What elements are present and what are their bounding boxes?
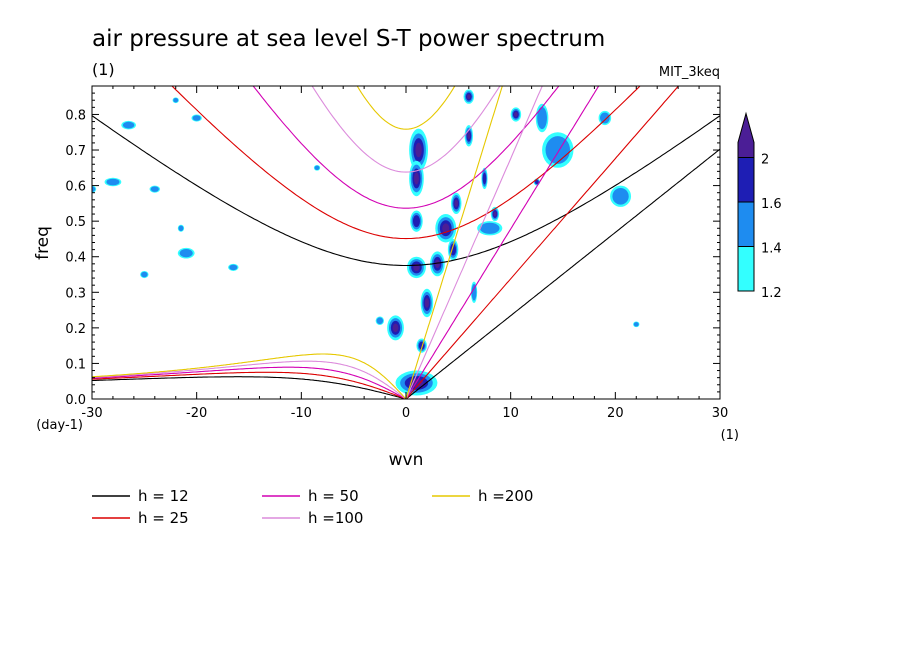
- legend-label: h = 12: [138, 487, 189, 505]
- contour-blob: [407, 256, 426, 279]
- power-spectrum-contours: [92, 89, 640, 396]
- colorbar-label: 1.2: [761, 286, 782, 301]
- contour-blob: [375, 316, 385, 326]
- contour-blob: [416, 338, 427, 353]
- contour-blob: [409, 160, 424, 197]
- legend-item-h200: h =200: [432, 487, 533, 505]
- chart-unit-label: (1): [92, 60, 115, 79]
- y-axis-label: freq: [33, 226, 53, 260]
- colorbar: 1.2 1.4 1.6 2: [737, 111, 782, 301]
- dispersion-curve-h100: [92, 86, 543, 399]
- legend-label: h =100: [308, 509, 363, 527]
- contour-blob: [598, 110, 612, 126]
- plot-frame: [91, 85, 721, 400]
- colorbar-segment: [737, 246, 755, 292]
- legend-item-h100: h =100: [262, 509, 363, 527]
- contour-blob: [177, 247, 195, 259]
- colorbar-label: 1.6: [761, 197, 782, 212]
- legend: h = 12 h = 25 h = 50 h =100 h =200: [92, 487, 533, 527]
- y-tick-label: 0.0: [65, 393, 86, 408]
- contour-blob: [409, 128, 428, 172]
- dispersion-curve-h12: [92, 115, 720, 399]
- contour-blob: [410, 210, 423, 232]
- chart-title: air pressure at sea level S-T power spec…: [92, 26, 605, 52]
- contour-blob: [610, 185, 632, 207]
- contour-blob: [481, 167, 488, 190]
- chart-model-label: MIT_3keq: [659, 65, 720, 80]
- contour-blob: [149, 185, 161, 193]
- contour-blob: [510, 107, 522, 122]
- x-tick-label: -20: [186, 406, 207, 421]
- contour-blob: [92, 185, 97, 193]
- contour-blob: [535, 103, 549, 133]
- x-tick-label: 20: [607, 406, 624, 421]
- contour-blob: [313, 164, 321, 171]
- contour-blob: [633, 321, 640, 328]
- contour-blob: [430, 251, 445, 277]
- dispersion-curve-h200: [92, 86, 503, 399]
- contour-blob: [451, 192, 462, 215]
- x-unit-label: (1): [721, 428, 739, 443]
- y-tick-label: 0.7: [65, 144, 86, 159]
- contour-blob: [172, 97, 179, 104]
- contour-blob: [463, 89, 475, 104]
- x-tick-label: 0: [402, 406, 410, 421]
- legend-label: h = 25: [138, 509, 189, 527]
- y-tick-label: 0.6: [65, 180, 86, 195]
- y-tick-label: 0.4: [65, 251, 86, 266]
- y-tick-label: 0.3: [65, 286, 86, 301]
- y-tick-label: 0.2: [65, 322, 86, 337]
- colorbar-label: 1.4: [761, 242, 782, 257]
- colorbar-label: 2: [761, 153, 769, 168]
- y-tick-label: 0.1: [65, 357, 86, 372]
- legend-item-h50: h = 50: [262, 487, 359, 505]
- contour-blob: [104, 177, 122, 187]
- contour-blob: [140, 270, 149, 279]
- axes: -30 -20 -10 0 10 20 30 0.0 0.1 0.2 0.3 0.4 0.5 0.6 0.7…: [65, 86, 728, 421]
- x-axis-label: wvn: [389, 450, 424, 470]
- colorbar-segment: [737, 111, 755, 158]
- legend-item-h12: h = 12: [92, 487, 189, 505]
- y-tick-label: 0.8: [65, 108, 86, 123]
- x-tick-label: 10: [502, 406, 519, 421]
- x-tick-label: -30: [81, 406, 102, 421]
- dispersion-curve-h25: [92, 86, 680, 399]
- contour-blob: [470, 281, 478, 303]
- contour-blob: [228, 263, 239, 271]
- dispersion-curve-h50: [92, 86, 600, 399]
- x-tick-label: -10: [291, 406, 312, 421]
- contour-blob: [191, 114, 202, 122]
- y-tick-label: 0.5: [65, 215, 86, 230]
- colorbar-segment: [737, 201, 755, 247]
- dispersion-curves: [92, 86, 720, 399]
- contour-blob: [121, 120, 136, 130]
- contour-blob: [387, 315, 404, 341]
- contour-blob: [177, 224, 185, 232]
- legend-item-h25: h = 25: [92, 509, 189, 527]
- contour-blob: [420, 288, 434, 318]
- colorbar-segment: [737, 157, 755, 203]
- contour-blob: [477, 221, 503, 236]
- y-unit-label: (day-1): [36, 418, 83, 433]
- legend-label: h = 50: [308, 487, 359, 505]
- contour-blob: [464, 125, 473, 147]
- legend-label: h =200: [478, 487, 533, 505]
- contour-blob: [435, 214, 457, 243]
- x-tick-label: 30: [712, 406, 729, 421]
